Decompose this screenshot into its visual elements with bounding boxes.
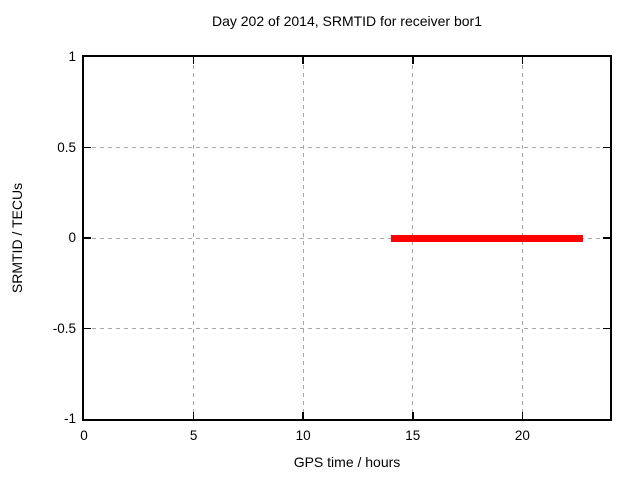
y-tick-mark — [603, 146, 610, 149]
y-gridline — [84, 237, 610, 239]
y-tick-mark — [84, 237, 91, 239]
x-tick-mark — [192, 412, 195, 419]
y-tick-label: 0.5 — [57, 139, 76, 155]
y-gridline — [84, 328, 610, 329]
y-tick-mark — [603, 327, 610, 330]
plot-area — [82, 55, 612, 421]
x-tick-mark — [412, 412, 414, 419]
y-gridline — [84, 147, 610, 148]
x-tick-label: 10 — [295, 428, 311, 443]
x-tick-mark — [412, 57, 414, 64]
x-tick-mark — [521, 57, 524, 64]
x-tick-label: 0 — [80, 428, 88, 443]
y-tick-label: 0 — [68, 230, 76, 245]
y-tick-mark — [84, 146, 91, 149]
x-tick-mark — [192, 57, 195, 64]
x-tick-mark — [521, 412, 524, 419]
y-tick-label: 1 — [68, 49, 76, 64]
series-line-srmtid — [390, 234, 583, 242]
y-tick-mark — [84, 327, 91, 330]
x-axis-label: GPS time / hours — [293, 454, 401, 470]
y-tick-label: -0.5 — [52, 320, 76, 336]
x-tick-mark — [302, 412, 304, 419]
x-tick-label: 20 — [514, 428, 530, 443]
chart-title: Day 202 of 2014, SRMTID for receiver bor… — [211, 13, 482, 29]
y-tick-mark — [603, 237, 610, 239]
y-tick-label: -1 — [63, 411, 76, 426]
x-tick-mark — [302, 57, 304, 64]
x-tick-label: 5 — [189, 428, 198, 443]
x-tick-label: 15 — [405, 428, 421, 443]
